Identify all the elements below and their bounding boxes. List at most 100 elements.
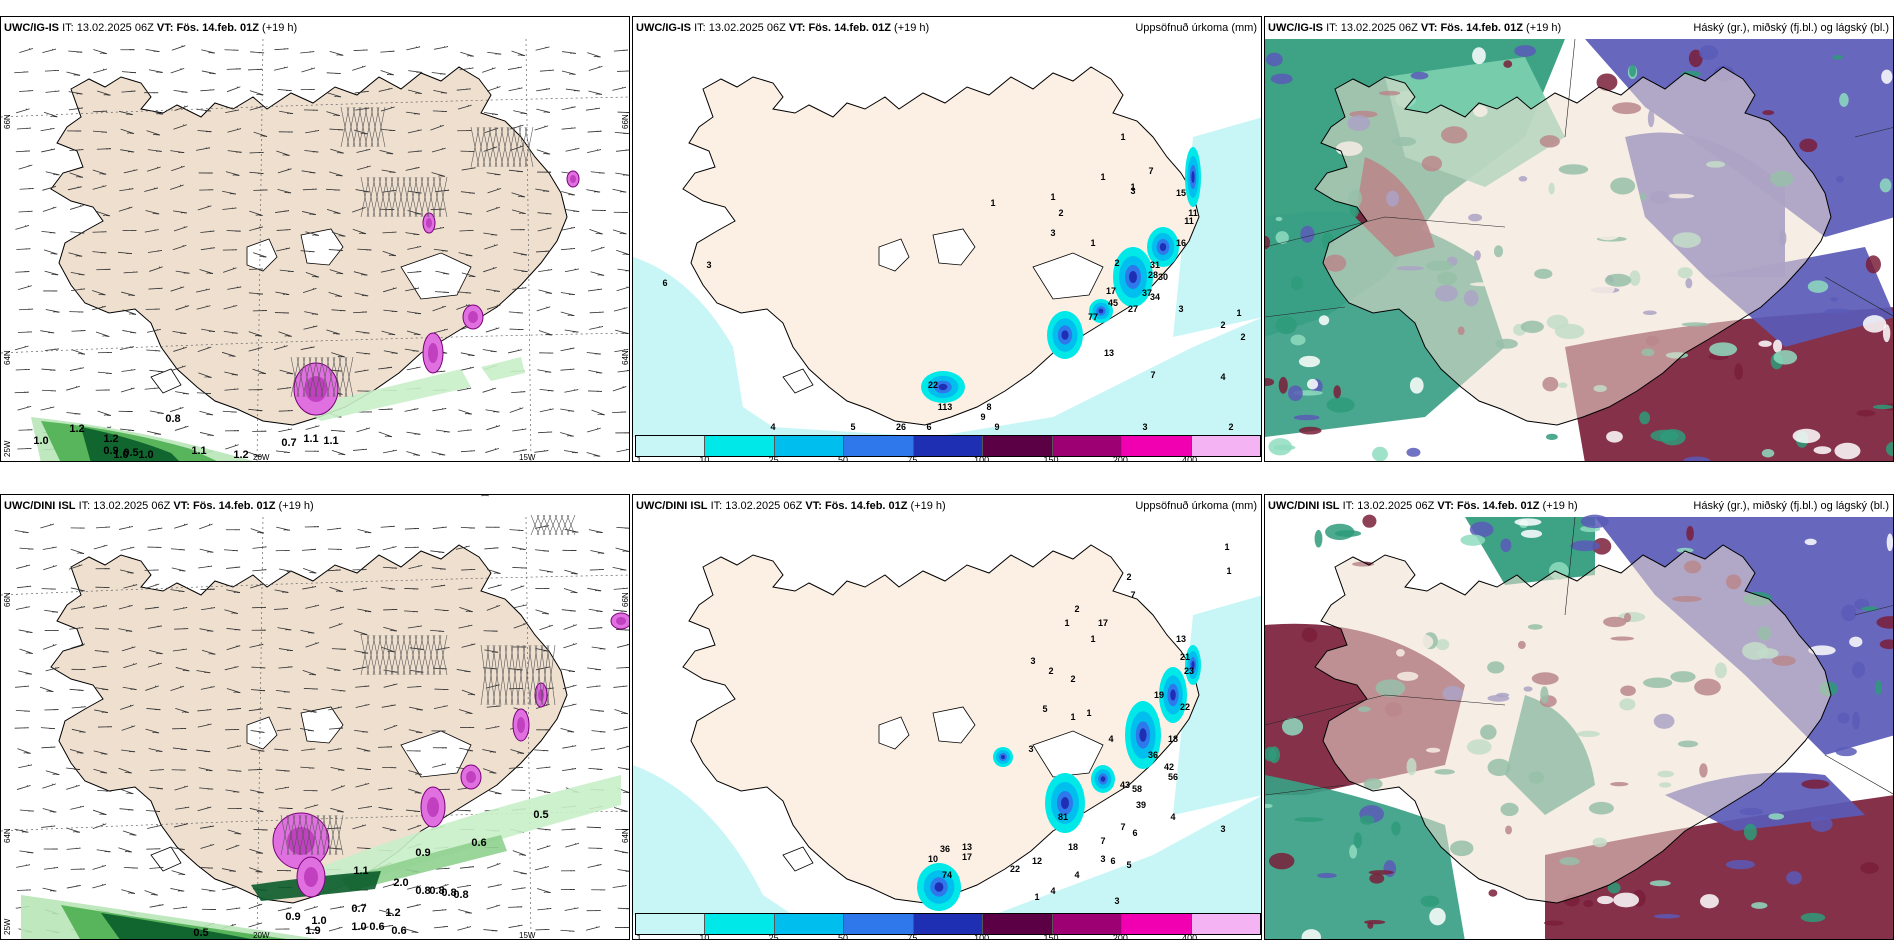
precip-value-label: 4 <box>1170 812 1176 822</box>
precip-value-label: 11 <box>1184 216 1194 226</box>
colorbar-segment <box>913 914 984 934</box>
precip-value-label: 58 <box>1131 784 1143 794</box>
model-name: UWC/IG-IS <box>636 22 691 34</box>
pw-value-label: 0.5 <box>533 809 549 821</box>
colorbar-segment <box>774 914 845 934</box>
pw-bands <box>31 357 525 461</box>
pw-value-label: 0.8 <box>429 885 445 897</box>
map-panel-dini-clouds: UWC/DINI ISL IT: 13.02.2025 06Z VT: Fös.… <box>1264 494 1894 940</box>
precip-value-label: 5 <box>850 422 856 432</box>
model-name: UWC/DINI ISL <box>4 500 76 512</box>
precip-value-label: 3 <box>1100 854 1106 864</box>
precip-value-label: 27 <box>1127 304 1139 314</box>
precip-value-label: 1 <box>1070 712 1076 722</box>
map-canvas <box>633 495 1261 939</box>
pw-value-label: 0.9 <box>285 911 301 923</box>
lat-label-64n: 64N <box>621 350 630 365</box>
map-canvas <box>1265 495 1893 939</box>
precip-value-label: 22 <box>1009 864 1021 874</box>
lat-label-64n: 64N <box>3 350 12 365</box>
hatched-areas <box>290 106 534 398</box>
precip-value-label: 3 <box>1030 656 1036 666</box>
precip-value-label: 1 <box>1086 708 1092 718</box>
precip-value-label: 23 <box>1183 666 1195 676</box>
precip-value-label: 18 <box>1167 734 1179 744</box>
pw-value-label: 1.2 <box>69 423 85 435</box>
precip-value-label: 4 <box>770 422 776 432</box>
precip-value-label: 7 <box>1100 836 1106 846</box>
precip-value-label: 21 <box>1179 652 1191 662</box>
pw-value-label: 1.1 <box>303 433 319 445</box>
precip-value-label: 3 <box>1130 186 1136 196</box>
panel-header: UWC/IG-IS IT: 13.02.2025 06Z VT: Fös. 14… <box>1 17 629 39</box>
init-time: 13.02.2025 06Z <box>725 500 803 512</box>
valid-time: Fös. 14.feb. 01Z <box>192 500 276 512</box>
pw-value-label: 1.0 <box>311 915 327 927</box>
init-time-label: IT: <box>1326 22 1338 34</box>
colorbar-tick-label: 1 <box>636 933 642 940</box>
precip-colorbar <box>635 435 1261 457</box>
colorbar-tick-label: 200 <box>1112 933 1128 940</box>
panel-header: UWC/DINI ISL IT: 13.02.2025 06Z VT: Fös.… <box>633 495 1261 517</box>
precip-value-label: 34 <box>1149 292 1161 302</box>
precip-value-label: 2 <box>1058 208 1064 218</box>
valid-time-label: VT: <box>788 22 806 34</box>
precip-value-label: 77 <box>1087 312 1099 322</box>
lead-time: (+19 h) <box>278 500 314 512</box>
pw-value-label: 0.6 <box>369 921 385 933</box>
lead-time: (+19 h) <box>262 22 298 34</box>
colorbar-segment <box>1052 436 1123 456</box>
pw-value-label: 1.1 <box>353 865 369 877</box>
precip-value-label: 2 <box>1220 320 1226 330</box>
lead-time: (+19 h) <box>1542 500 1578 512</box>
precip-value-label: 4 <box>1108 734 1114 744</box>
lat-label-64n: 64N <box>3 828 12 843</box>
precip-value-label: 1 <box>1226 566 1232 576</box>
colorbar-segment <box>1122 914 1192 934</box>
valid-time: Fös. 14.feb. 01Z <box>176 22 259 34</box>
precip-value-label: 1 <box>1224 542 1230 552</box>
pw-value-label: 0.9 <box>415 847 431 859</box>
precip-value-label: 30 <box>1157 272 1169 282</box>
precip-value-label: 28 <box>1147 270 1159 280</box>
precip-value-label: 9 <box>980 412 986 422</box>
precip-value-label: 1 <box>990 198 996 208</box>
precip-value-label: 2 <box>1048 666 1054 676</box>
pw-value-label: 1.1 <box>323 435 339 447</box>
precip-value-label: 36 <box>1147 750 1159 760</box>
precip-value-label: 113 <box>937 402 953 412</box>
iceland-outline <box>1314 66 1832 426</box>
precip-value-label: 6 <box>1110 856 1116 866</box>
precip-value-label: 17 <box>1105 286 1117 296</box>
iceland-outline <box>1314 544 1832 904</box>
wind-barbs <box>14 45 629 458</box>
pw-value-label: 1.0 <box>33 435 49 447</box>
precip-value-label: 5 <box>1042 704 1048 714</box>
panel-header: UWC/IG-IS IT: 13.02.2025 06Z VT: Fös. 14… <box>633 17 1261 39</box>
precip-value-label: 6 <box>662 278 668 288</box>
precip-value-label: 43 <box>1119 780 1131 790</box>
field-label: Háský (gr.), miðský (fj.bl.) og lágský (… <box>1693 500 1889 512</box>
pw-value-label: 0.8 <box>165 413 181 425</box>
colorbar-labels: 1 10 25 50 75 100 150 200 400 <box>635 933 1259 940</box>
pw-bands <box>21 775 621 939</box>
colorbar-segment <box>774 436 845 456</box>
precip-value-label: 6 <box>1132 828 1138 838</box>
colorbar-tick-label: 200 <box>1112 455 1128 462</box>
map-panel-ig-is-wind: 66N 66N 64N 64N 25W 20W 15W 0.8 1.2 1.0 1.2 0.9 0.5 1… <box>0 16 630 462</box>
field-label: Háský (gr.), miðský (fj.bl.) og lágský (… <box>1693 22 1889 34</box>
precip-value-label: 1 <box>1236 308 1242 318</box>
colorbar-tick-label: 400 <box>1182 455 1198 462</box>
colorbar-tick-label: 75 <box>907 933 918 940</box>
precip-value-label: 8 <box>986 402 992 412</box>
precip-value-label: 39 <box>1135 800 1147 810</box>
colorbar-tick-label: 400 <box>1182 933 1198 940</box>
colorbar-segment <box>913 436 984 456</box>
lat-label-66n: 66N <box>3 592 12 607</box>
pw-value-label: 1.2 <box>233 449 249 461</box>
pw-value-label: 1.0 <box>351 921 367 933</box>
model-name: UWC/DINI ISL <box>636 500 708 512</box>
precip-value-label: 3 <box>1028 744 1034 754</box>
precip-value-label: 3 <box>1114 896 1120 906</box>
precip-value-label: 6 <box>926 422 932 432</box>
